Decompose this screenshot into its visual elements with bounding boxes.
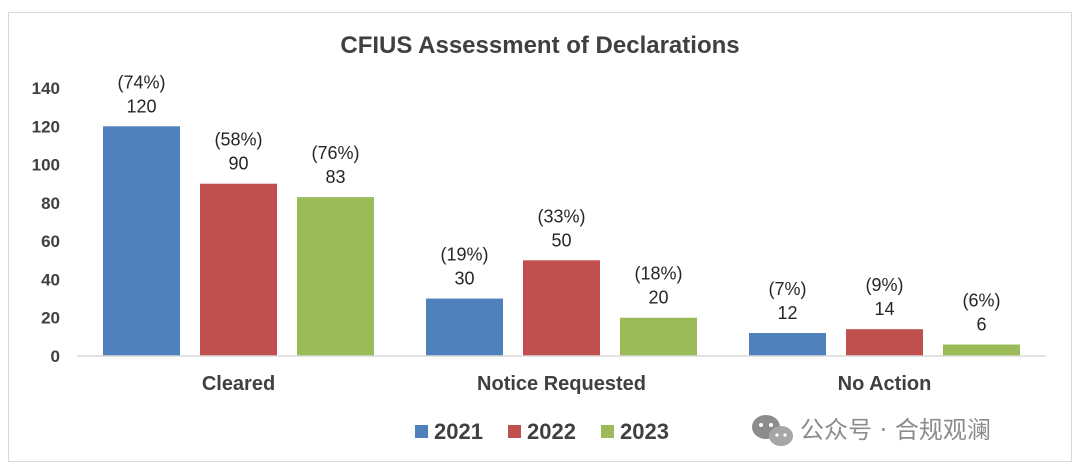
wechat-icon [752, 415, 793, 446]
category-labels: Cleared Notice Requested No Action [202, 373, 932, 395]
watermark: 公众号 · 合规观澜 [752, 415, 991, 446]
legend: 2021 2022 2023 [415, 419, 669, 444]
legend-swatch-2021 [415, 425, 428, 438]
data-label-value: 20 [648, 288, 668, 308]
data-label-percent: (6%) [962, 291, 1000, 311]
y-tick-label: 100 [32, 156, 60, 175]
y-axis: 0 20 40 60 80 100 120 140 [32, 79, 60, 366]
data-label-value: 30 [454, 269, 474, 289]
data-label-percent: (18%) [634, 264, 682, 284]
category-label: No Action [838, 373, 932, 395]
data-label-percent: (7%) [768, 279, 806, 299]
bar-2022-notice-requested [523, 260, 600, 356]
y-tick-label: 20 [41, 309, 60, 328]
category-label: Cleared [202, 373, 275, 395]
category-label: Notice Requested [477, 373, 646, 395]
data-label-value: 12 [777, 303, 797, 323]
watermark-text: 公众号 · 合规观澜 [800, 416, 991, 444]
bar-2021-no-action [749, 333, 826, 356]
bar-2022-no-action [846, 329, 923, 356]
legend-label-2021: 2021 [434, 419, 483, 444]
legend-swatch-2022 [508, 425, 521, 438]
bar-2021-notice-requested [426, 298, 503, 356]
data-label-value: 14 [874, 299, 894, 319]
y-tick-label: 120 [32, 117, 60, 136]
bar-2021-cleared [103, 126, 180, 357]
data-label-percent: (76%) [311, 143, 359, 163]
y-tick-label: 140 [32, 79, 60, 98]
bars [103, 126, 1020, 357]
data-labels: 120 (74%) 90 (58%) 83 (76%) 30 (19%) 50 (33%) 20 (1… [117, 72, 1000, 334]
data-label-percent: (9%) [865, 275, 903, 295]
y-tick-label: 0 [51, 347, 60, 366]
data-label-value: 120 [126, 96, 156, 116]
data-label-percent: (33%) [537, 206, 585, 226]
data-label-value: 50 [551, 230, 571, 250]
chart-frame [8, 12, 1072, 462]
legend-label-2023: 2023 [620, 419, 669, 444]
bar-2023-notice-requested [620, 317, 697, 356]
data-label-percent: (19%) [440, 245, 488, 265]
data-label-percent: (74%) [117, 72, 165, 92]
y-tick-label: 40 [41, 270, 60, 289]
y-tick-label: 60 [41, 232, 60, 251]
data-label-value: 90 [228, 154, 248, 174]
data-label-value: 83 [325, 167, 345, 187]
chart-title: CFIUS Assessment of Declarations [340, 32, 739, 59]
legend-label-2022: 2022 [527, 419, 576, 444]
data-label-percent: (58%) [214, 130, 262, 150]
legend-swatch-2023 [601, 425, 614, 438]
bar-2023-no-action [943, 344, 1020, 356]
data-label-value: 6 [976, 315, 986, 335]
bar-2023-cleared [297, 197, 374, 356]
y-tick-label: 80 [41, 194, 60, 213]
bar-2022-cleared [200, 183, 277, 356]
